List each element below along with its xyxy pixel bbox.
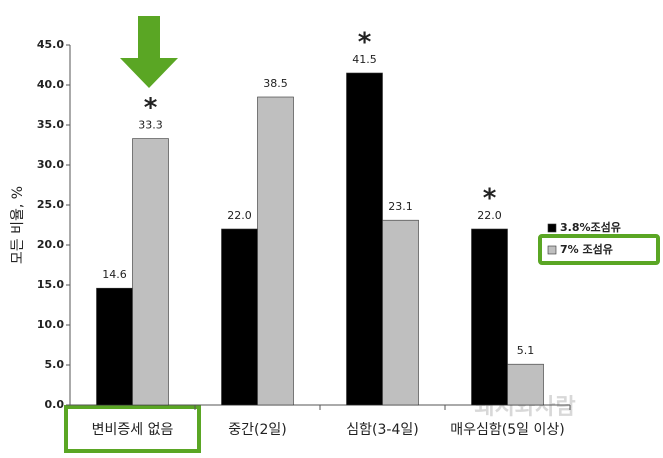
- significance-mark: *: [483, 184, 497, 214]
- y-tick-label: 25.0: [37, 198, 64, 211]
- value-label: 22.0: [227, 209, 252, 222]
- legend-label: 3.8%조섬유: [560, 220, 621, 234]
- value-label: 14.6: [102, 268, 127, 281]
- x-tick-label: 변비증세 없음: [92, 422, 174, 438]
- bar: [132, 138, 169, 406]
- bar: [471, 228, 508, 406]
- x-tick-label: 중간(2일): [228, 422, 286, 438]
- y-tick-label: 35.0: [37, 118, 64, 131]
- bar: [257, 96, 294, 406]
- legend-highlight-box: [538, 234, 660, 265]
- y-tick-label: 20.0: [37, 238, 64, 251]
- legend-swatch: [547, 245, 557, 255]
- significance-mark: *: [144, 93, 158, 123]
- y-tick-label: 15.0: [37, 278, 64, 291]
- highlight-box: [64, 405, 201, 453]
- value-label: 22.0: [477, 209, 502, 222]
- legend-swatch: [547, 223, 557, 233]
- x-tick-label: 심함(3-4일): [346, 422, 418, 438]
- value-label: 41.5: [352, 53, 377, 66]
- bar: [346, 72, 383, 406]
- y-tick-label: 5.0: [45, 358, 65, 371]
- legend-label: 7% 조섬유: [560, 242, 613, 256]
- highlight-arrow: [120, 16, 178, 88]
- x-tick-label: 매우심함(5일 이상): [450, 422, 564, 438]
- significance-mark: *: [358, 28, 372, 58]
- value-label: 23.1: [388, 200, 413, 213]
- y-axis-label: 모든 비율, %: [10, 186, 26, 264]
- bar: [221, 228, 258, 406]
- y-tick-label: 0.0: [45, 398, 65, 411]
- y-tick-label: 10.0: [37, 318, 64, 331]
- value-label: 5.1: [517, 344, 535, 357]
- y-tick-label: 45.0: [37, 38, 64, 51]
- value-label: 38.5: [263, 77, 288, 90]
- value-label: 33.3: [138, 119, 163, 132]
- y-tick-label: 40.0: [37, 78, 64, 91]
- bar: [96, 287, 133, 406]
- bar: [507, 363, 544, 406]
- y-tick-label: 30.0: [37, 158, 64, 171]
- bar: [382, 219, 419, 406]
